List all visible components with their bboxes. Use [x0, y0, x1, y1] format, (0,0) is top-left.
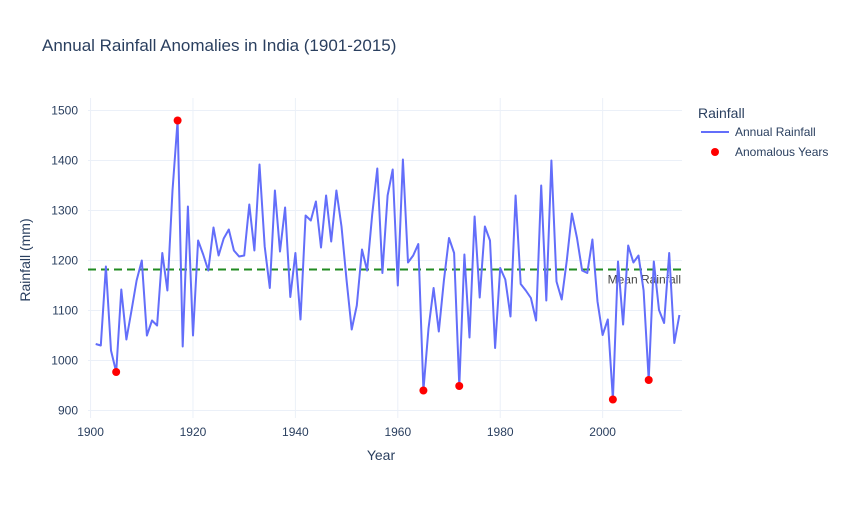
y-axis-title: Rainfall (mm): [17, 218, 33, 301]
series-annual-rainfall: [95, 119, 681, 401]
legend-label-annual-rainfall: Annual Rainfall: [735, 125, 816, 139]
anomalous-year-point[interactable]: [455, 382, 464, 390]
y-tick-label: 1500: [51, 104, 78, 118]
anomalous-year-point[interactable]: [112, 368, 121, 376]
legend: Rainfall Annual Rainfall Anomalous Years: [698, 105, 828, 159]
legend-marker-swatch-icon: [711, 148, 719, 156]
x-tick-label: 1960: [384, 425, 411, 439]
y-tick-label: 1200: [51, 254, 78, 268]
y-tick-label: 1000: [51, 354, 78, 368]
y-tick-label: 1100: [52, 304, 78, 318]
plot-area: [88, 98, 682, 418]
annual-rainfall-line: [95, 119, 681, 401]
chart-title: Annual Rainfall Anomalies in India (1901…: [42, 36, 396, 55]
x-axis-title: Year: [367, 447, 396, 463]
x-axis-ticks: 1900 1920 1940 1960 1980 2000: [77, 425, 616, 439]
anomalous-year-point[interactable]: [644, 376, 653, 384]
x-tick-label: 1940: [282, 425, 309, 439]
anomalous-year-point[interactable]: [419, 386, 428, 395]
y-tick-label: 900: [58, 404, 78, 418]
legend-item-anomalous-years[interactable]: Anomalous Years: [711, 145, 828, 159]
legend-item-annual-rainfall[interactable]: Annual Rainfall: [701, 125, 816, 139]
legend-title: Rainfall: [698, 105, 745, 121]
legend-label-anomalous-years: Anomalous Years: [735, 145, 828, 159]
x-tick-label: 1900: [77, 425, 104, 439]
y-tick-label: 1400: [51, 154, 78, 168]
anomalous-year-point[interactable]: [173, 116, 182, 125]
x-tick-label: 1980: [487, 425, 514, 439]
x-tick-label: 1920: [180, 425, 207, 439]
plot-background: [88, 98, 682, 418]
x-tick-label: 2000: [589, 425, 616, 439]
series-anomalous-years: [112, 116, 653, 404]
anomalous-year-point[interactable]: [608, 395, 617, 404]
y-tick-label: 1300: [51, 204, 78, 218]
y-axis-ticks: 900 1000 1100 1200 1300 1400 1500: [51, 104, 78, 418]
